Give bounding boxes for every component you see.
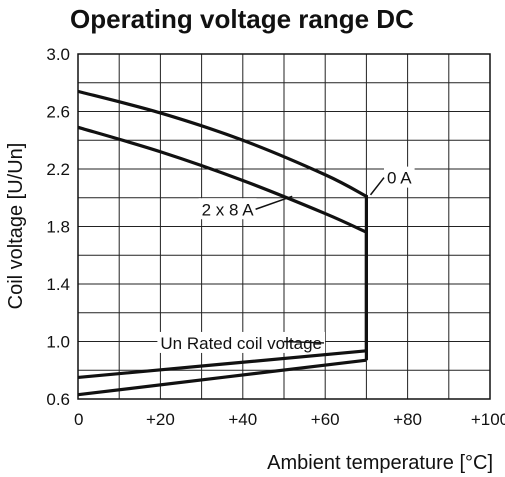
annotation-label: 2 x 8 A bbox=[202, 200, 255, 219]
chart-title: Operating voltage range DC bbox=[70, 4, 414, 34]
y-tick-label: 3.0 bbox=[46, 45, 70, 64]
plot-frame bbox=[77, 53, 491, 400]
y-axis-label: Coil voltage [U/Un] bbox=[5, 143, 27, 310]
annotation-layer: 0 A 2 x 8 A Un Rated coil voltage bbox=[157, 166, 415, 353]
x-tick-label: +20 bbox=[146, 410, 175, 429]
y-tick-label: 1.0 bbox=[46, 333, 70, 352]
x-tick-label: +100 bbox=[471, 410, 505, 429]
series-line-3 bbox=[77, 349, 367, 380]
annotation-label: Un Rated coil voltage bbox=[160, 334, 322, 353]
annotation-label-background bbox=[198, 198, 257, 220]
y-tick-label: 2.6 bbox=[46, 103, 70, 122]
annotation-label-background bbox=[384, 166, 415, 188]
series-line-2 bbox=[77, 125, 368, 361]
annotation-label-background bbox=[157, 331, 325, 353]
grid bbox=[78, 54, 490, 399]
x-axis-label: Ambient temperature [°C] bbox=[267, 452, 493, 474]
annotation-leader-line bbox=[255, 195, 293, 210]
x-tick-label: +40 bbox=[228, 410, 257, 429]
x-axis-ticks: 0 +20 +40 +60 +80 +100 bbox=[74, 410, 505, 429]
y-tick-label: 0.6 bbox=[46, 390, 70, 409]
x-tick-label: +60 bbox=[311, 410, 340, 429]
annotation-label: 0 A bbox=[387, 169, 412, 188]
y-tick-label: 2.2 bbox=[46, 160, 70, 179]
x-tick-label: 0 bbox=[74, 410, 83, 429]
y-tick-label: 1.8 bbox=[46, 218, 70, 237]
y-axis-ticks: 0.6 1.0 1.4 1.8 2.2 2.6 3.0 bbox=[46, 45, 70, 409]
y-tick-label: 1.4 bbox=[46, 275, 70, 294]
annotation-leader-line bbox=[283, 340, 325, 344]
annotation-leader-line bbox=[369, 177, 385, 196]
series-line-4 bbox=[77, 358, 367, 397]
series-line-1 bbox=[77, 89, 368, 351]
series-layer bbox=[77, 89, 368, 397]
x-tick-label: +80 bbox=[393, 410, 422, 429]
